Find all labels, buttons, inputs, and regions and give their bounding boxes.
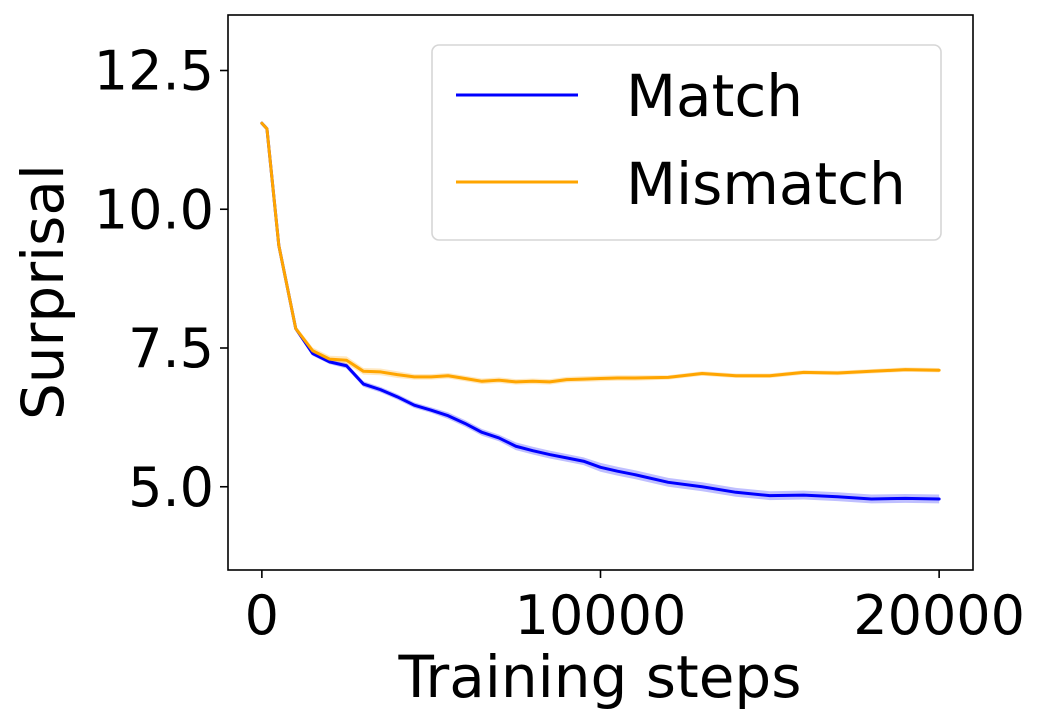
- y-tick-label: 5.0: [128, 456, 214, 519]
- match-line: [260, 121, 941, 501]
- x-tick-label: 20000: [853, 584, 1025, 647]
- x-tick-label: 10000: [515, 584, 687, 647]
- y-tick-label: 7.5: [128, 317, 214, 380]
- y-tick-label: 10.0: [94, 178, 214, 241]
- x-axis-label: Training steps: [398, 643, 802, 711]
- x-axis-ticks: 0 10000 20000: [245, 570, 1025, 647]
- legend-label-match: Match: [626, 62, 803, 130]
- y-axis-ticks: 5.0 7.5 10.0 12.5: [94, 40, 228, 519]
- y-axis-label: Surprisal: [9, 164, 77, 420]
- legend: Match Mismatch: [431, 44, 942, 241]
- x-tick-label: 0: [245, 584, 279, 647]
- mismatch-line: [260, 121, 941, 384]
- legend-label-mismatch: Mismatch: [626, 150, 906, 218]
- series-lines: [260, 121, 941, 501]
- match-band: [261, 121, 940, 504]
- y-tick-label: 12.5: [94, 40, 214, 103]
